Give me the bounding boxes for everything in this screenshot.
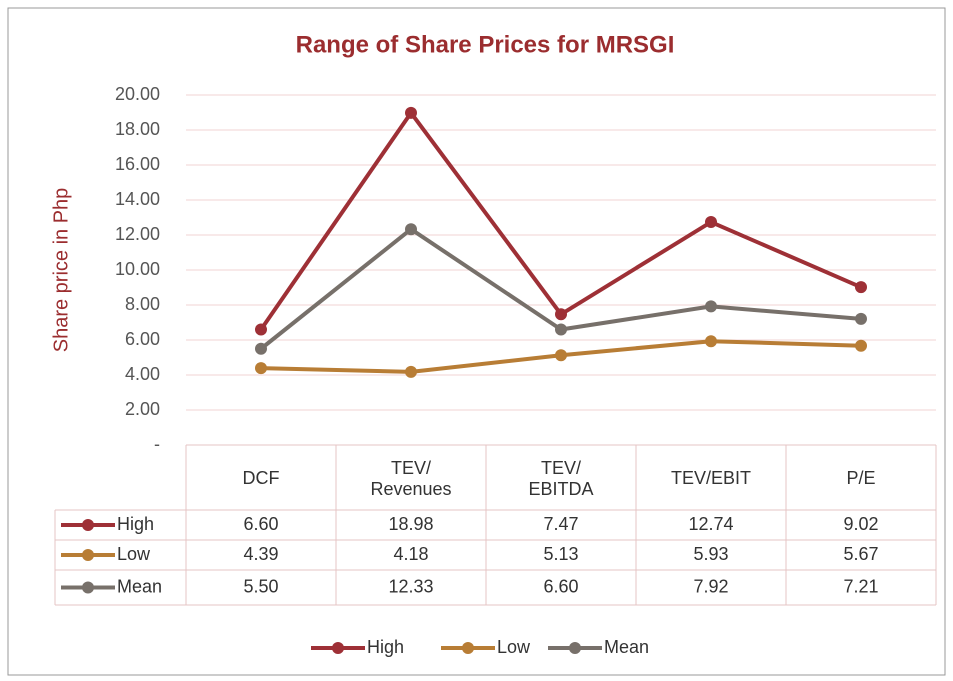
y-tick-label: 18.00: [115, 119, 160, 139]
table-value: 5.13: [543, 544, 578, 564]
data-point: [705, 335, 717, 348]
chart-title: Range of Share Prices for MRSGI: [296, 31, 675, 58]
data-point: [405, 106, 417, 119]
table-value: 5.93: [693, 544, 728, 564]
table-row-label: Mean: [117, 576, 162, 596]
table-value: 7.92: [693, 576, 728, 596]
y-tick-label: 14.00: [115, 189, 160, 209]
table-value: 4.18: [393, 544, 428, 564]
legend-label: Mean: [604, 637, 649, 657]
chart-border: [7, 7, 946, 676]
data-point: [255, 342, 267, 355]
data-point: [555, 349, 567, 362]
y-tick-label: 10.00: [115, 259, 160, 279]
table-value: 5.67: [843, 544, 878, 564]
x-tick-label: TEV/ EBITDA: [528, 457, 594, 499]
table-row-label: High: [117, 514, 154, 534]
x-tick-label: P/E: [846, 468, 876, 488]
table-value: 7.21: [843, 576, 878, 596]
x-tick-label: TEV/EBIT: [670, 468, 751, 488]
y-tick-label: 8.00: [125, 294, 160, 314]
table-value: 18.98: [388, 514, 433, 534]
table-row-label: Low: [117, 544, 151, 564]
table-value: 12.74: [688, 514, 733, 534]
y-tick-label: -: [154, 434, 160, 454]
data-point: [705, 300, 717, 313]
y-tick-label: 20.00: [115, 84, 160, 104]
table-legend-key-marker: [82, 519, 94, 531]
x-tick-label: DCF: [242, 468, 280, 488]
data-point: [255, 362, 267, 375]
table-legend-key-marker: [82, 581, 94, 594]
y-tick-label: 16.00: [115, 154, 160, 174]
legend-key-marker: [462, 642, 474, 654]
data-point: [855, 281, 867, 294]
legend-label: Low: [497, 637, 531, 657]
data-point: [405, 223, 417, 236]
data-point: [555, 308, 567, 321]
x-tick-label: TEV/ Revenues: [370, 457, 452, 499]
table-value: 12.33: [388, 576, 433, 596]
y-tick-label: 2.00: [125, 399, 160, 419]
table-value: 6.60: [243, 514, 278, 534]
table-legend-key-marker: [82, 549, 94, 561]
y-tick-label: 4.00: [125, 364, 160, 384]
legend-key-marker: [332, 642, 344, 654]
table-value: 5.50: [243, 576, 278, 596]
table-value: 7.47: [543, 514, 578, 534]
y-tick-label: 12.00: [115, 224, 160, 244]
legend-label: High: [367, 637, 404, 657]
data-point: [255, 323, 267, 336]
table-value: 6.60: [543, 576, 578, 596]
data-point: [855, 312, 867, 325]
y-axis-label: Share price in Php: [50, 188, 72, 353]
table-value: 4.39: [243, 544, 278, 564]
y-tick-label: 6.00: [125, 329, 160, 349]
data-point: [405, 365, 417, 378]
table-value: 9.02: [843, 514, 878, 534]
data-point: [705, 216, 717, 229]
legend-key-marker: [569, 642, 581, 654]
data-point: [555, 323, 567, 336]
data-point: [855, 339, 867, 352]
